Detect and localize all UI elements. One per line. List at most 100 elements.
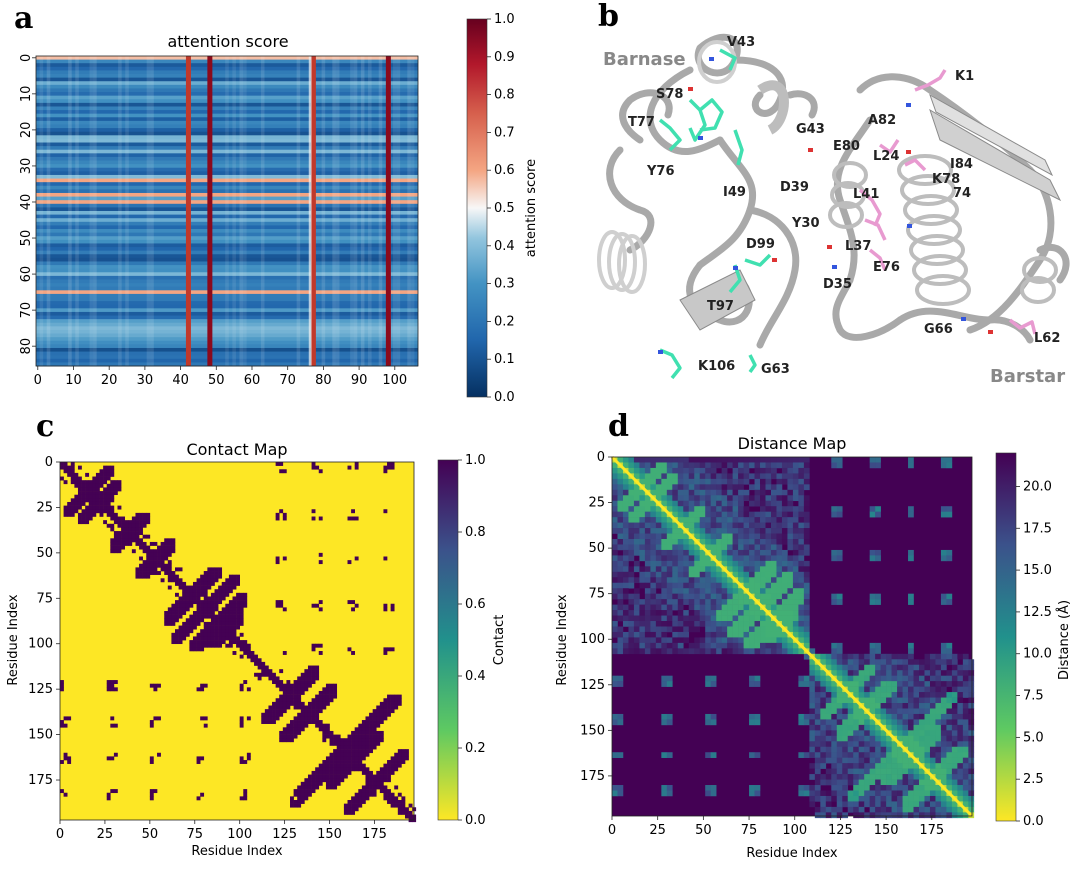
distance-cell <box>721 626 728 633</box>
contact-cell <box>117 549 122 554</box>
contact-cell <box>236 643 240 648</box>
distance-cell <box>770 544 777 551</box>
contact-cell <box>390 462 395 466</box>
distance-cell <box>716 626 722 633</box>
contact-cell <box>117 480 122 485</box>
contact-cell <box>210 571 215 575</box>
contact-cell <box>142 549 147 554</box>
residue-label: Y76 <box>646 164 675 179</box>
contact-cell <box>365 745 370 750</box>
distance-cell <box>677 566 684 573</box>
contact-cell <box>207 574 212 579</box>
distance-cell <box>710 489 717 496</box>
residue-label: G63 <box>761 362 790 377</box>
distance-cell <box>929 785 936 791</box>
distance-cell <box>897 774 903 780</box>
distance-cell <box>803 478 810 485</box>
distance-cell <box>738 517 744 523</box>
distance-cell <box>710 473 717 480</box>
distance-cell <box>738 473 744 480</box>
distance-cell <box>902 724 909 731</box>
contact-cell <box>110 483 115 488</box>
distance-cell <box>661 555 668 562</box>
distance-cell <box>929 752 936 758</box>
distance-cell <box>661 790 668 797</box>
colorbar-tick-label: 0.1 <box>494 352 515 367</box>
distance-cell <box>612 522 618 529</box>
distance-cell <box>968 703 975 709</box>
contact-cell <box>95 491 100 496</box>
contact-cell <box>142 512 147 517</box>
barstar-helix <box>828 154 1058 306</box>
contact-cell <box>218 629 223 634</box>
distance-cell <box>781 506 788 512</box>
contact-cell <box>286 701 291 706</box>
distance-cell <box>683 500 690 507</box>
distance-cell <box>666 533 673 540</box>
contact-cell <box>354 756 359 761</box>
distance-cell <box>760 648 766 655</box>
contact-cell <box>365 727 370 732</box>
distance-cell <box>661 588 668 594</box>
distance-cell <box>919 724 925 731</box>
distance-cell <box>935 785 942 791</box>
distance-cell <box>924 703 931 709</box>
contact-cell <box>74 494 79 499</box>
contact-cell <box>354 792 359 797</box>
contact-cell <box>63 465 68 470</box>
contact-cell <box>139 523 143 528</box>
contact-cell <box>228 632 233 637</box>
distance-cell <box>677 571 684 578</box>
distance-cell <box>738 478 744 485</box>
distance-cell <box>628 582 635 589</box>
distance-cell <box>919 713 925 720</box>
contact-cell <box>372 745 377 750</box>
distance-cell <box>633 588 640 594</box>
distance-cell <box>902 785 909 791</box>
distance-cell <box>880 681 887 687</box>
distance-cell <box>831 724 838 731</box>
contact-cell <box>340 767 345 772</box>
distance-cell <box>836 774 843 780</box>
distance-cell <box>749 648 755 655</box>
contact-cell <box>336 767 341 772</box>
contact-cell <box>74 498 79 503</box>
distance-cell <box>760 467 766 474</box>
distance-cell <box>655 599 662 605</box>
distance-cell <box>847 752 854 758</box>
contact-cell <box>322 690 327 695</box>
distance-cell <box>749 752 755 758</box>
distance-cell <box>694 495 701 502</box>
contact-cell <box>304 705 309 710</box>
distance-cell <box>721 615 728 622</box>
distance-cell <box>738 528 744 534</box>
contact-cell <box>106 509 111 514</box>
distance-cell <box>798 719 805 726</box>
distance-cell <box>858 757 865 764</box>
contact-cell <box>196 614 201 619</box>
distance-cell <box>962 752 969 758</box>
contact-cell <box>282 698 287 703</box>
contact-cell <box>164 618 169 623</box>
contact-cell <box>343 745 348 750</box>
distance-cell <box>710 752 717 758</box>
attention-row <box>36 304 418 309</box>
contact-cell <box>333 785 338 790</box>
contact-cell <box>113 534 118 539</box>
distance-cell <box>836 653 843 660</box>
contact-cell <box>243 640 248 645</box>
distance-cell <box>886 681 892 687</box>
distance-cell <box>765 511 772 518</box>
distance-cell <box>919 741 925 748</box>
distance-cell <box>666 642 673 649</box>
contact-map-title: Contact Map <box>186 440 287 459</box>
distance-cell <box>699 566 706 573</box>
contact-cell <box>369 727 373 732</box>
contact-cell <box>214 574 219 579</box>
contact-cell <box>60 462 64 466</box>
distance-cell <box>929 757 936 764</box>
distance-cell <box>913 746 920 753</box>
distance-cell <box>886 757 892 764</box>
distance-cell <box>831 806 838 813</box>
distance-cell <box>935 724 942 731</box>
